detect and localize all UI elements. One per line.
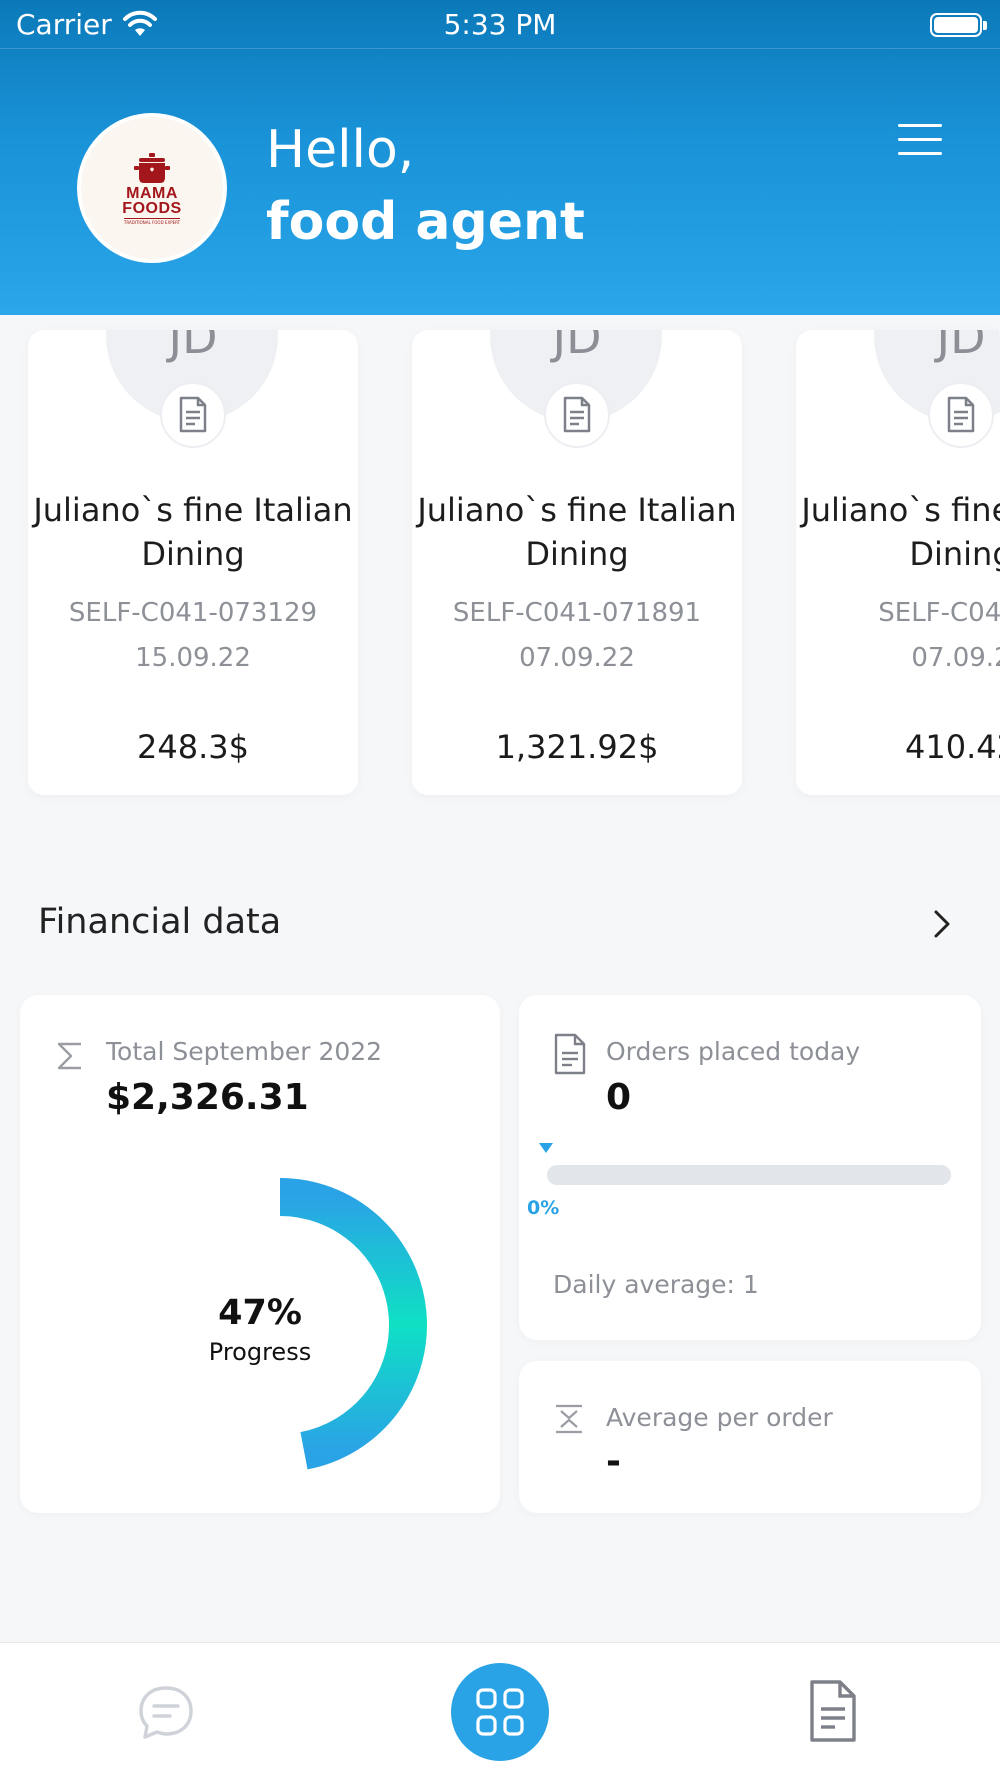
grid-icon[interactable] (451, 1663, 549, 1761)
document-icon (160, 382, 226, 448)
hamburger-icon[interactable] (896, 120, 944, 160)
total-label: Total September 2022 (106, 1037, 383, 1066)
user-name: food agent (266, 192, 585, 252)
total-month-card[interactable]: Total September 2022 $2,326.31 (20, 995, 500, 1513)
orders-progress-percent: 0% (527, 1197, 560, 1219)
header: Carrier 5:33 PM MAMA FOODS TRADITIONAL F… (0, 0, 1000, 315)
status-bar: Carrier 5:33 PM (0, 0, 1000, 50)
average-order-card[interactable]: Average per order - (519, 1361, 981, 1513)
order-amount: 248.3$ (137, 728, 249, 766)
greeting: Hello, (266, 120, 415, 180)
order-date: 07.09.22 (519, 643, 635, 673)
order-card[interactable]: JD Juliano`s fine Italian Dining SELF-C0… (412, 330, 742, 795)
logo-line-1: MAMA (126, 184, 178, 202)
document-icon (554, 1033, 586, 1075)
restaurant-name: Juliano`s fine Italian Dining (417, 491, 737, 573)
restaurant-name: Juliano`s fine Italian Dining (33, 491, 353, 573)
clock: 5:33 PM (443, 8, 557, 41)
document-icon[interactable] (808, 1679, 858, 1743)
order-date: 07.09.2 (911, 643, 1000, 673)
pot-icon (134, 152, 170, 183)
document-icon (928, 382, 994, 448)
progress-arc (279, 1178, 427, 1470)
progress-percent: 47% (218, 1293, 302, 1333)
chat-icon[interactable] (136, 1683, 196, 1743)
average-icon (556, 1404, 582, 1434)
battery-icon (930, 13, 987, 37)
customer-initials: JD (168, 330, 218, 364)
orders-carousel[interactable]: JD Juliano`s fine Italian Dining SELF-C0… (0, 315, 1000, 815)
progress-label: Progress (208, 1338, 312, 1366)
average-order-value: - (606, 1441, 621, 1482)
order-card[interactable]: JD Juliano`s fine Italian Dining SELF-C0… (796, 330, 1000, 795)
restaurant-name: Juliano`s fine Italian Dining (801, 491, 1000, 573)
total-value: $2,326.31 (106, 1077, 309, 1118)
chevron-right-icon[interactable] (928, 906, 956, 942)
order-date: 15.09.22 (135, 643, 251, 673)
progress-gauge (279, 1178, 427, 1470)
daily-average: Daily average: 1 (553, 1270, 759, 1299)
logo-subtitle: TRADITIONAL FOOD EXPERT (123, 217, 181, 225)
financial-data-title[interactable]: Financial data (38, 902, 282, 942)
orders-progress-bar (547, 1165, 951, 1185)
order-code: SELF-C041-073129 (68, 598, 318, 628)
document-icon (544, 382, 610, 448)
order-code: SELF-C041-071891 (452, 598, 702, 628)
logo-line-2: FOODS (122, 199, 182, 217)
orders-today-value: 0 (606, 1077, 632, 1118)
orders-today-card[interactable]: Orders placed today 0 0% Daily average: … (519, 995, 981, 1340)
customer-initials: JD (552, 330, 602, 364)
status-divider (0, 48, 1000, 49)
order-code: SELF-C041-0 (878, 598, 1000, 628)
order-amount: 410.42 (905, 728, 1000, 766)
progress-marker (539, 1143, 553, 1153)
wifi-icon (123, 10, 157, 36)
average-order-label: Average per order (606, 1403, 833, 1432)
customer-initials: JD (936, 330, 986, 364)
avatar[interactable]: MAMA FOODS TRADITIONAL FOOD EXPERT (77, 113, 227, 263)
carrier-label: Carrier (16, 8, 112, 41)
orders-today-label: Orders placed today (606, 1037, 861, 1066)
sigma-icon (57, 1042, 81, 1070)
bottom-navigation (0, 1642, 1000, 1778)
order-amount: 1,321.92$ (495, 728, 659, 766)
order-card[interactable]: JD Juliano`s fine Italian Dining SELF-C0… (28, 330, 358, 795)
